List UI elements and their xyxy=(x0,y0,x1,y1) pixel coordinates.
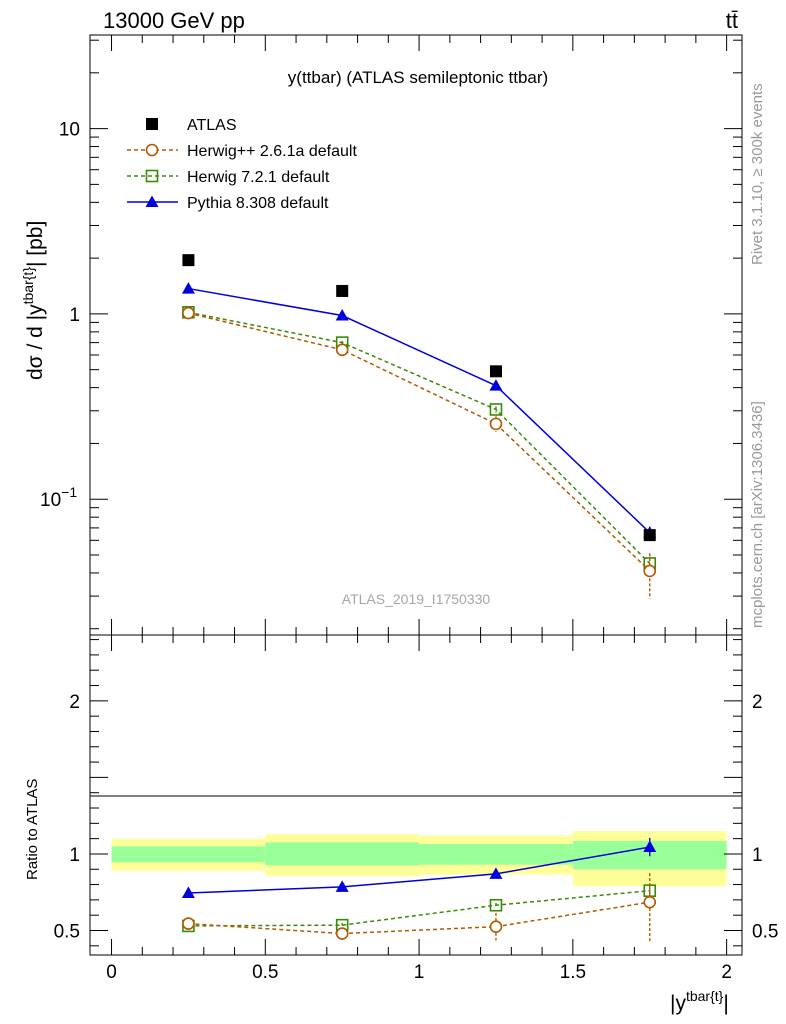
ratio-y-tick-label-right: 2 xyxy=(752,692,763,713)
energy-label: 13000 GeV pp xyxy=(103,8,245,33)
ratio-point xyxy=(335,880,349,892)
y-tick-label: 10 xyxy=(59,120,80,141)
legend-label: Herwig 7.2.1 default xyxy=(187,169,330,186)
series-atlas xyxy=(182,254,656,542)
y-axis-title: dσ / d |ytbar{t}| [pb] xyxy=(20,221,47,380)
ratio-panel: 2 2 1 1 0.5 0.5 0 0.5 1 1.5 2 Ratio to ATLAS |ytba… xyxy=(24,634,778,1015)
ratio-y-axis-title: Ratio to ATLAS xyxy=(24,779,41,880)
x-tick-label: 1.5 xyxy=(560,962,586,983)
ratio-y-tick-label: 0.5 xyxy=(54,922,80,943)
legend-item: Pythia 8.308 default xyxy=(127,195,329,212)
ratio-point xyxy=(489,898,503,912)
data-point xyxy=(489,365,502,378)
ratio-point xyxy=(643,895,657,909)
data-point xyxy=(181,282,195,294)
legend-label: Pythia 8.308 default xyxy=(187,195,329,212)
ratio-line xyxy=(188,889,650,927)
ratio-series-pythia-8-308-default xyxy=(181,837,657,898)
data-point xyxy=(489,417,503,431)
source-label: mcplots.cern.ch [arXiv:1306.3436] xyxy=(749,401,766,628)
data-point xyxy=(643,564,657,578)
series-line xyxy=(188,312,651,572)
data-point xyxy=(643,529,656,542)
data-point xyxy=(335,343,349,357)
legend-item: ATLAS xyxy=(146,117,237,134)
ratio-point xyxy=(489,867,503,879)
legend-item: Herwig++ 2.6.1a default xyxy=(127,143,357,160)
series-herwig-7-2-1-default xyxy=(182,306,657,575)
data-point xyxy=(336,284,349,297)
uncertainty-band-inner xyxy=(111,846,266,863)
ratio-line xyxy=(188,846,650,894)
y-tick-label: 10−1 xyxy=(40,484,77,511)
legend: ATLAS Herwig++ 2.6.1a default Herwig 7.2.1… xyxy=(127,117,357,212)
x-tick-label: 1 xyxy=(414,962,425,983)
plot-title: y(ttbar) (ATLAS semileptonic ttbar) xyxy=(288,68,548,87)
ratio-series-herwig-7-2-1-default xyxy=(182,884,657,933)
series-pythia-8-308-default xyxy=(181,282,657,539)
process-label: tt̄ xyxy=(726,8,738,33)
ratio-y-tick-label-right: 0.5 xyxy=(752,922,778,943)
ratio-point xyxy=(335,927,349,940)
legend-label: Herwig++ 2.6.1a default xyxy=(187,143,357,160)
ratio-y-tick-label: 1 xyxy=(69,845,80,866)
ratio-y-tick-label: 2 xyxy=(69,692,80,713)
y-tick-label: 1 xyxy=(69,305,80,326)
series-line xyxy=(188,287,651,534)
data-point xyxy=(335,309,349,321)
data-point xyxy=(182,306,195,320)
ratio-y-tick-label-right: 1 xyxy=(752,845,763,866)
legend-label: ATLAS xyxy=(187,117,237,134)
ratio-point xyxy=(182,917,195,930)
legend-marker xyxy=(146,118,158,130)
data-point xyxy=(182,254,195,267)
legend-marker xyxy=(145,143,159,157)
data-point xyxy=(489,403,503,416)
svg-text:dσ / d |ytbar{t}| [pb]: dσ / d |ytbar{t}| [pb] xyxy=(20,221,47,380)
x-tick-label: 0.5 xyxy=(252,962,278,983)
ratio-point xyxy=(489,920,503,933)
x-axis-title: |ytbar{t}| xyxy=(670,988,729,1015)
uncertainty-band-inner xyxy=(265,842,420,866)
analysis-watermark: ATLAS_2019_I1750330 xyxy=(342,591,491,607)
rivet-version-label: Rivet 3.1.10, ≥ 300k events xyxy=(749,83,766,265)
svg-text:|ytbar{t}|: |ytbar{t}| xyxy=(670,988,729,1015)
uncertainty-band-inner xyxy=(419,843,573,865)
series-herwig-2-6-1a-default xyxy=(182,306,657,599)
data-point xyxy=(489,379,503,391)
ratio-line xyxy=(188,901,650,935)
cross-section-panel: 10 1 10−1 y(ttbar) (ATLAS semileptonic ttb… xyxy=(20,34,743,636)
legend-item: Herwig 7.2.1 default xyxy=(127,169,330,186)
ratio-point xyxy=(643,840,657,853)
x-tick-label: 0 xyxy=(106,962,117,983)
legend-marker xyxy=(145,195,159,207)
ratio-point xyxy=(181,886,195,898)
x-tick-label: 2 xyxy=(721,962,732,983)
ratio-series-herwig-2-6-1a-default xyxy=(182,873,657,942)
series-line xyxy=(188,311,651,564)
lower-frame xyxy=(89,634,743,956)
legend-marker xyxy=(145,169,159,183)
